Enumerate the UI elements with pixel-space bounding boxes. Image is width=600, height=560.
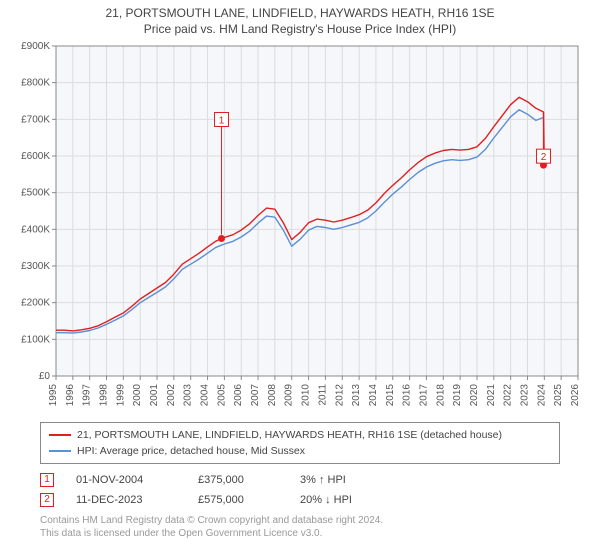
svg-text:2021: 2021 — [486, 384, 497, 407]
chart-container: £0 £100K £200K £300K £400K £500K £600K £700K £80… — [0, 38, 600, 418]
sale-point-1 — [218, 235, 225, 242]
svg-text:2020: 2020 — [469, 384, 480, 407]
legend-label: 21, PORTSMOUTH LANE, LINDFIELD, HAYWARDS… — [77, 427, 502, 443]
svg-text:2016: 2016 — [402, 384, 413, 407]
svg-text:2007: 2007 — [250, 384, 261, 407]
svg-text:1: 1 — [219, 116, 225, 127]
sale-price: £375,000 — [198, 470, 278, 490]
legend-item: HPI: Average price, detached house, Mid … — [49, 443, 551, 459]
svg-text:2002: 2002 — [166, 384, 177, 407]
license-text: Contains HM Land Registry data © Crown c… — [40, 514, 560, 540]
svg-text:1995: 1995 — [48, 384, 59, 407]
sales-table: 1 01-NOV-2004 £375,000 3% ↑ HPI 2 11-DEC-2023… — [40, 470, 560, 510]
sale-hpi-delta: 20% ↓ HPI — [300, 490, 380, 510]
svg-text:2022: 2022 — [503, 384, 514, 407]
svg-text:£0: £0 — [39, 371, 51, 382]
sale-date: 01-NOV-2004 — [76, 470, 176, 490]
svg-text:1998: 1998 — [99, 384, 110, 407]
svg-text:2001: 2001 — [149, 384, 160, 407]
svg-text:2018: 2018 — [435, 384, 446, 407]
svg-text:2019: 2019 — [452, 384, 463, 407]
sale-hpi-delta: 3% ↑ HPI — [300, 470, 380, 490]
svg-text:2023: 2023 — [519, 384, 530, 407]
svg-text:£100K: £100K — [21, 334, 50, 345]
svg-text:2006: 2006 — [233, 384, 244, 407]
svg-text:£200K: £200K — [21, 298, 50, 309]
svg-text:£500K: £500K — [21, 188, 50, 199]
title-address: 21, PORTSMOUTH LANE, LINDFIELD, HAYWARDS… — [10, 6, 590, 20]
svg-text:2017: 2017 — [418, 384, 429, 407]
svg-text:2000: 2000 — [132, 384, 143, 407]
svg-text:2003: 2003 — [183, 384, 194, 407]
svg-text:2025: 2025 — [553, 384, 564, 407]
title-subtitle: Price paid vs. HM Land Registry's House … — [10, 22, 590, 36]
svg-text:2014: 2014 — [368, 384, 379, 407]
svg-text:2011: 2011 — [317, 384, 328, 406]
svg-text:2010: 2010 — [301, 384, 312, 407]
svg-text:2008: 2008 — [267, 384, 278, 407]
svg-text:2015: 2015 — [385, 384, 396, 407]
legend-swatch — [49, 450, 71, 452]
svg-text:2004: 2004 — [200, 384, 211, 407]
svg-text:2013: 2013 — [351, 384, 362, 407]
svg-text:2024: 2024 — [536, 384, 547, 407]
license-line-1: Contains HM Land Registry data © Crown c… — [40, 514, 560, 527]
license-line-2: This data is licensed under the Open Gov… — [40, 527, 560, 540]
sales-row: 2 11-DEC-2023 £575,000 20% ↓ HPI — [40, 490, 560, 510]
svg-text:2012: 2012 — [334, 384, 345, 407]
legend-item: 21, PORTSMOUTH LANE, LINDFIELD, HAYWARDS… — [49, 427, 551, 443]
svg-text:£300K: £300K — [21, 261, 50, 272]
sale-date: 11-DEC-2023 — [76, 490, 176, 510]
sales-row: 1 01-NOV-2004 £375,000 3% ↑ HPI — [40, 470, 560, 490]
svg-text:1996: 1996 — [65, 384, 76, 407]
sale-price: £575,000 — [198, 490, 278, 510]
legend: 21, PORTSMOUTH LANE, LINDFIELD, HAYWARDS… — [40, 422, 560, 464]
svg-text:2026: 2026 — [570, 384, 581, 407]
svg-text:2009: 2009 — [284, 384, 295, 407]
svg-text:£800K: £800K — [21, 78, 50, 89]
sale-row-marker: 2 — [40, 493, 54, 507]
svg-text:1999: 1999 — [115, 384, 126, 407]
price-chart: £0 £100K £200K £300K £400K £500K £600K £700K £80… — [0, 38, 600, 418]
svg-text:£400K: £400K — [21, 224, 50, 235]
svg-text:2: 2 — [541, 152, 547, 163]
sale-row-marker: 1 — [40, 473, 54, 487]
svg-text:£700K: £700K — [21, 114, 50, 125]
legend-label: HPI: Average price, detached house, Mid … — [77, 443, 305, 459]
chart-title-block: 21, PORTSMOUTH LANE, LINDFIELD, HAYWARDS… — [0, 0, 600, 38]
svg-text:2005: 2005 — [216, 384, 227, 407]
svg-text:£900K: £900K — [21, 41, 50, 52]
legend-swatch — [49, 434, 71, 436]
svg-text:1997: 1997 — [82, 384, 93, 407]
svg-text:£600K: £600K — [21, 151, 50, 162]
